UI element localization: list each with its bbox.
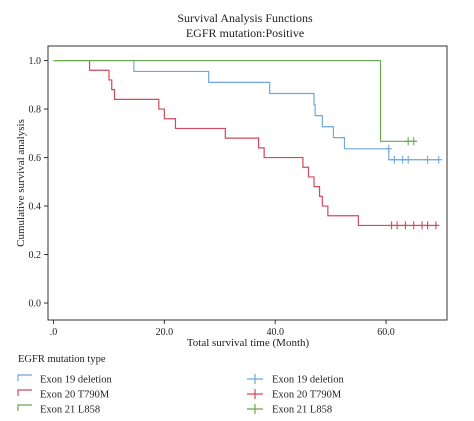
y-tick-label: 0.4	[29, 202, 42, 213]
legend-censor-swatch-exon-20-t790m	[247, 389, 263, 399]
legend-line-swatch-exon-21-l858	[17, 404, 32, 411]
chart-title: Survival Analysis Functions	[177, 11, 313, 25]
legend-censor-label-exon-21-l858: Exon 21 L858	[272, 405, 332, 416]
series-line-exon-19-deletion	[53, 59, 439, 161]
censor-mark-exon-19-deletion	[385, 144, 393, 153]
legend-censor-swatch-exon-21-l858	[247, 404, 263, 414]
censor-mark-exon-20-t790m	[424, 221, 432, 230]
x-tick-label: .0	[50, 327, 58, 338]
series-layer	[53, 59, 443, 230]
y-axis-label: Cumulative survival analysis	[15, 119, 27, 247]
chart-subtitle: EGFR mutation:Positive	[186, 26, 304, 40]
y-tick-label: 0.0	[29, 299, 42, 310]
legend-line-label-exon-20-t790m: Exon 20 T790M	[40, 390, 110, 401]
legend-title: EGFR mutation type	[18, 354, 106, 365]
censor-mark-exon-20-t790m	[393, 221, 401, 230]
x-tick-label: 60.0	[377, 327, 395, 338]
y-tick-label: 0.6	[29, 153, 42, 164]
legend-line-label-exon-19-deletion: Exon 19 deletion	[40, 375, 112, 386]
legend-line-swatch-exon-19-deletion	[17, 374, 32, 381]
censor-mark-exon-19-deletion	[424, 155, 432, 164]
series-exon-19-deletion	[53, 59, 443, 164]
x-axis-label: Total survival time (Month)	[187, 337, 310, 349]
y-tick-label: 0.2	[29, 250, 42, 261]
plot-frame	[47, 45, 448, 321]
legend-censor-label-exon-19-deletion: Exon 19 deletion	[272, 375, 344, 386]
x-tick-label: 20.0	[156, 327, 174, 338]
series-exon-20-t790m	[53, 59, 440, 230]
censor-mark-exon-21-l858	[410, 137, 418, 146]
censor-mark-exon-19-deletion	[404, 155, 412, 164]
censor-mark-exon-20-t790m	[410, 221, 418, 230]
series-line-exon-21-l858	[53, 59, 417, 142]
legend-censor-swatch-exon-19-deletion	[247, 374, 263, 384]
censor-mark-exon-20-t790m	[401, 221, 409, 230]
y-axis: 0.0 0.2 0.4 0.6 0.8 1.0	[29, 56, 48, 310]
y-tick-label: 1.0	[29, 56, 42, 67]
series-exon-21-l858	[53, 59, 418, 146]
x-axis: .0 20.0 40.0 60.0	[50, 320, 395, 338]
legend-line-label-exon-21-l858: Exon 21 L858	[40, 405, 100, 416]
legend-censor-label-exon-20-t790m: Exon 20 T790M	[272, 390, 342, 401]
series-line-exon-20-t790m	[53, 59, 439, 227]
censor-mark-exon-19-deletion	[390, 155, 398, 164]
censor-mark-exon-19-deletion	[435, 155, 443, 164]
y-tick-label: 0.8	[29, 105, 42, 116]
legend-line-swatch-exon-20-t790m	[17, 389, 32, 396]
censor-mark-exon-20-t790m	[432, 221, 440, 230]
legend: EGFR mutation type Exon 19 deletion Exon …	[17, 354, 344, 416]
x-tick-label: 40.0	[266, 327, 284, 338]
